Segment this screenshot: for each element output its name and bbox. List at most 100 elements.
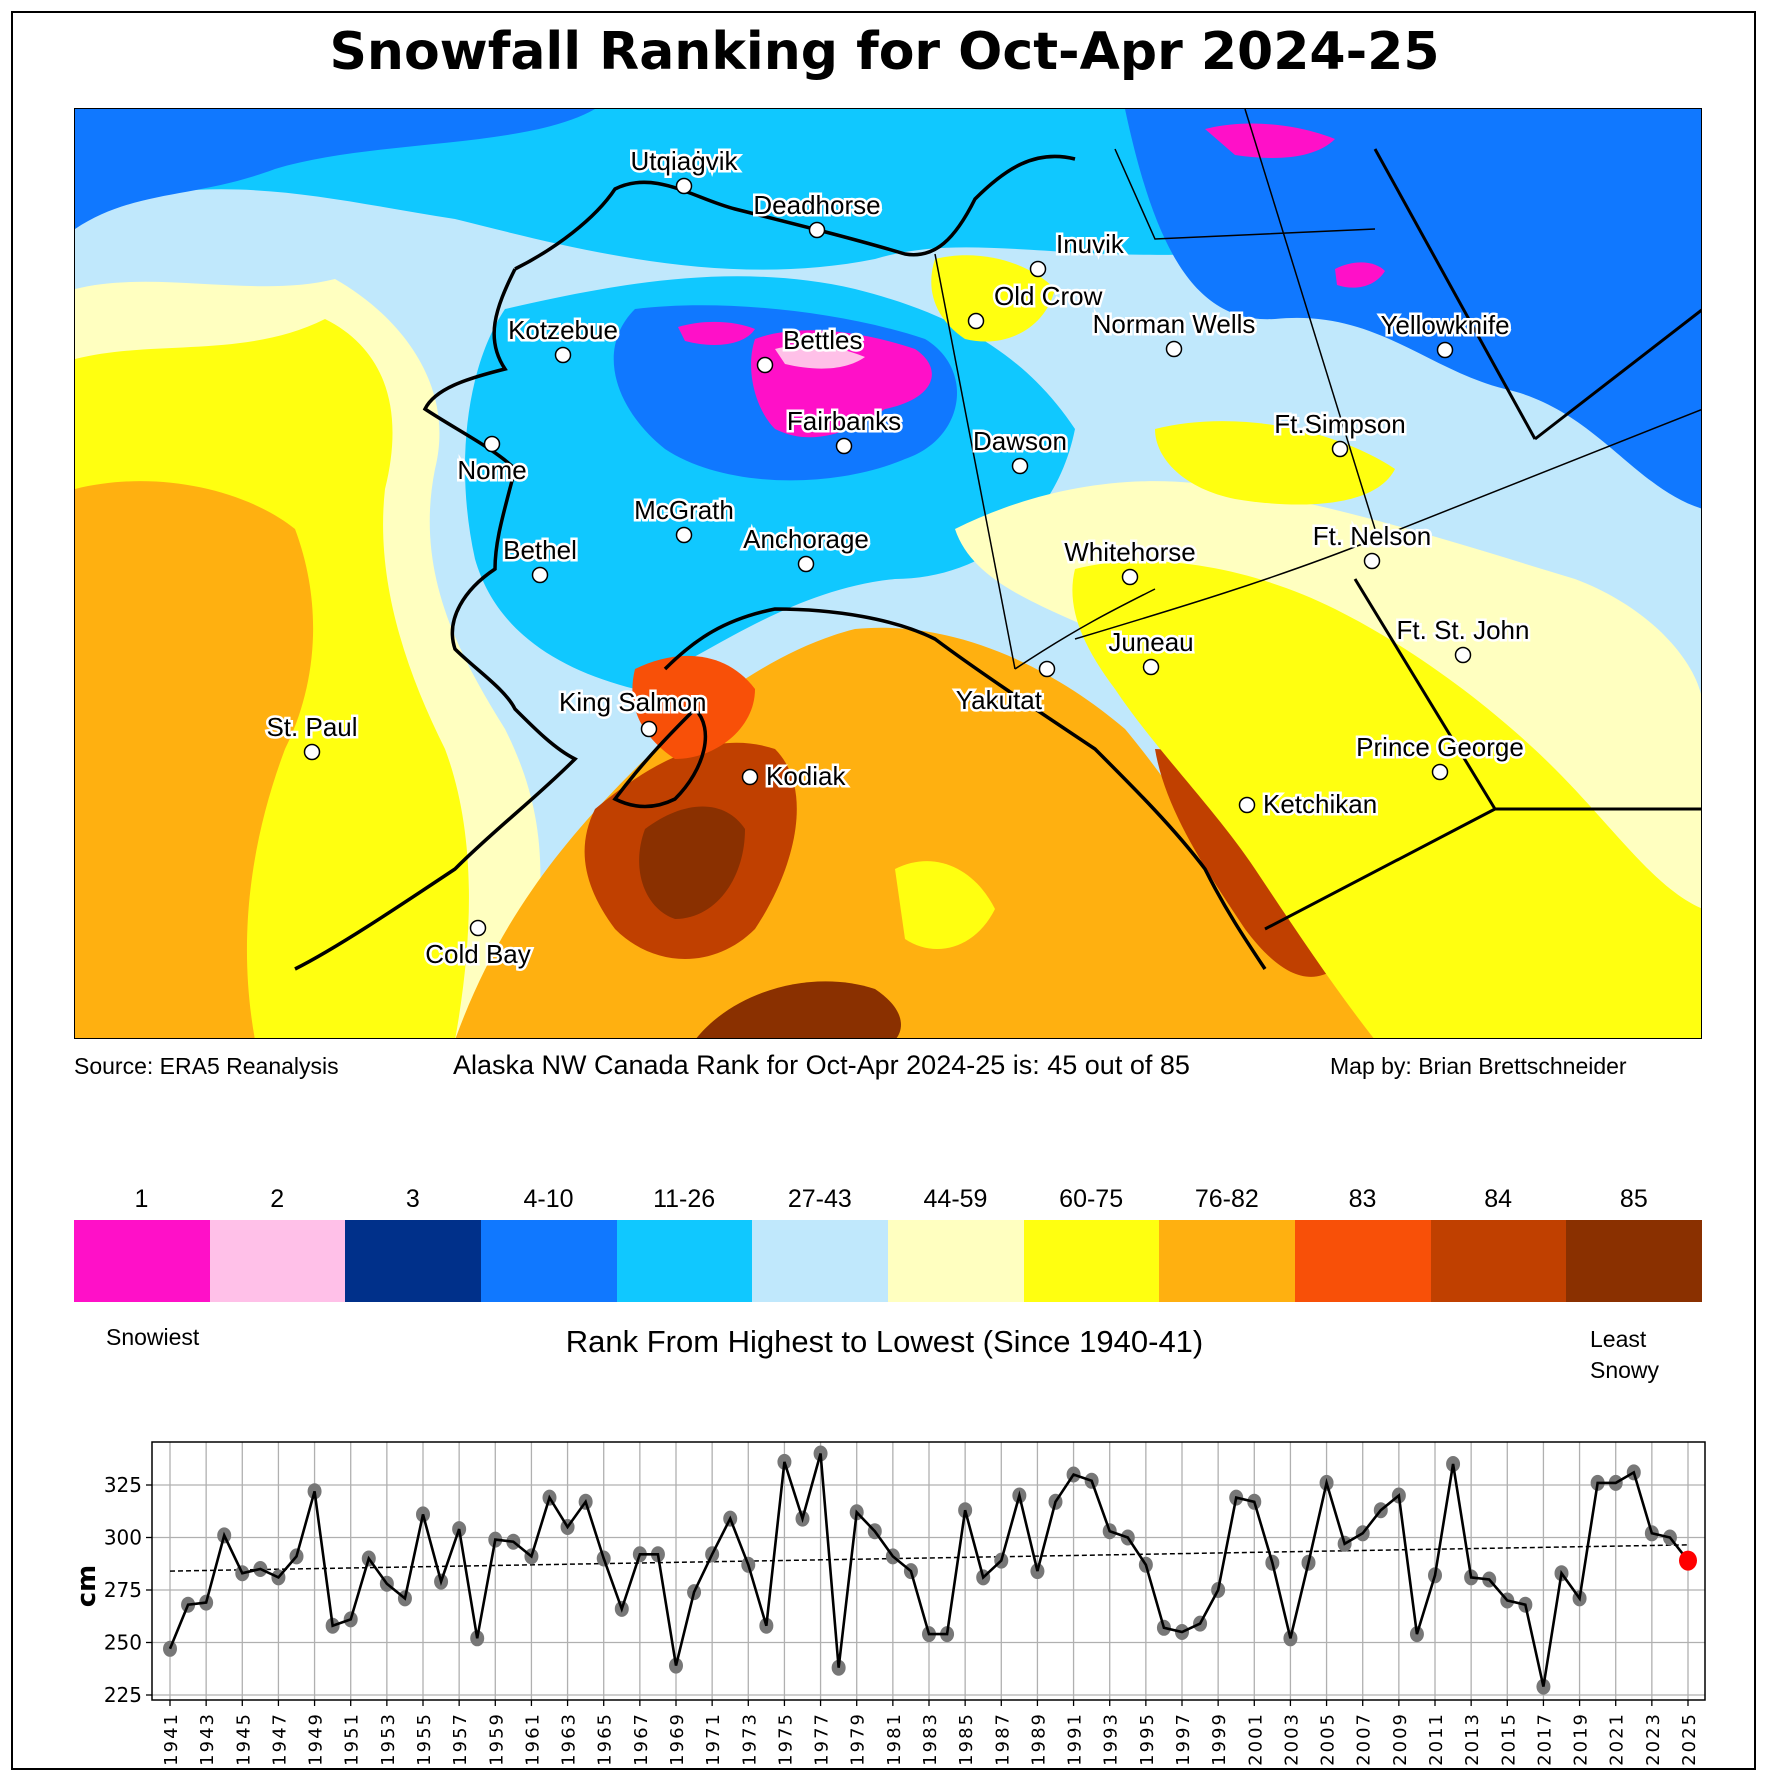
colorbar-swatch: [74, 1220, 210, 1302]
colorbar-tick-label: 84: [1484, 1185, 1513, 1213]
city-marker: Whitehorse: [1062, 535, 1198, 586]
x-tick-label: 2009: [1390, 1712, 1411, 1766]
colorbar-swatch: [1295, 1220, 1431, 1302]
city-dot-icon: [797, 555, 815, 573]
city-dot-icon: [741, 768, 759, 786]
y-tick-label: 325: [104, 1473, 142, 1497]
colorbar-swatch: [616, 1220, 753, 1302]
x-tick-label: 2011: [1426, 1712, 1447, 1766]
city-marker: McGrath: [632, 493, 736, 544]
rank-map: Utqiaġvik Deadhorse Inuvik Kotzebue Bettles O…: [74, 108, 1702, 1039]
x-tick-label: 2023: [1643, 1712, 1664, 1766]
city-label: Prince George: [1356, 732, 1524, 762]
x-tick-label: 1961: [522, 1712, 543, 1766]
province-borders: [1264, 148, 1701, 931]
city-marker: Prince George: [1354, 730, 1526, 781]
x-tick-label: 1981: [884, 1712, 905, 1766]
city-dot-icon: [675, 526, 693, 544]
x-tick-label: 2007: [1354, 1712, 1375, 1766]
x-tick-label: 1977: [812, 1712, 833, 1766]
trend-line: [169, 1544, 1689, 1572]
city-marker: Juneau: [1106, 625, 1196, 676]
colorbar-tick-label: 1: [134, 1185, 149, 1213]
x-tick-label: 1979: [848, 1712, 869, 1766]
x-tick-label: 2005: [1318, 1712, 1339, 1766]
colorbar-tick-label: 4-10: [523, 1185, 574, 1213]
x-tick-label: 1971: [703, 1712, 724, 1766]
colorbar-tick-label: 60-75: [1059, 1185, 1124, 1213]
x-tick-label: 1973: [739, 1712, 760, 1766]
city-dot-icon: [835, 437, 853, 455]
colorbar-right-label: Least Snowy: [1590, 1324, 1659, 1386]
colorbar: [74, 1220, 1703, 1302]
city-dot-icon: [1431, 763, 1449, 781]
source-text: Source: ERA5 Reanalysis: [74, 1053, 339, 1079]
chart-grid: [152, 1442, 1705, 1700]
x-tick-label: 1951: [342, 1712, 363, 1766]
city-label: Utqiaġvik: [631, 146, 739, 176]
city-dot-icon: [1121, 568, 1139, 586]
x-tick-label: 2015: [1498, 1712, 1519, 1766]
region-60-75-canada: [1072, 561, 1701, 1038]
city-marker: Ft. St. John: [1394, 613, 1532, 664]
y-axis-label: cm: [72, 1565, 102, 1608]
x-tick-label: 2025: [1679, 1712, 1700, 1766]
x-tick-label: 1989: [1028, 1712, 1049, 1766]
city-dot-icon: [1363, 552, 1381, 570]
city-label: Whitehorse: [1064, 537, 1196, 567]
x-tick-label: 1995: [1137, 1712, 1158, 1766]
x-tick-label: 1963: [559, 1712, 580, 1766]
x-tick-label: 1959: [486, 1712, 507, 1766]
y-axis: 225 250 275 300 325: [104, 1473, 152, 1707]
city-marker: Cold Bay: [423, 919, 533, 972]
x-tick-label: 1955: [414, 1712, 435, 1766]
x-tick-label: 1969: [667, 1712, 688, 1766]
city-dot-icon: [303, 743, 321, 761]
y-tick-label: 250: [104, 1631, 142, 1655]
data-point: [163, 1640, 177, 1657]
x-tick-label: 1965: [595, 1712, 616, 1766]
x-tick-label: 1947: [269, 1712, 290, 1766]
city-marker: Bettles: [756, 323, 865, 374]
x-tick-label: 1999: [1209, 1712, 1230, 1766]
colorbar-swatch: [481, 1220, 617, 1302]
city-marker: Deadhorse: [751, 188, 883, 239]
colorbar-swatch: [888, 1220, 1024, 1302]
city-dot-icon: [531, 566, 549, 584]
city-label: McGrath: [634, 495, 734, 525]
x-tick-label: 1943: [197, 1712, 218, 1766]
x-tick-label: 1985: [956, 1712, 977, 1766]
city-marker: Ketchikan: [1238, 787, 1380, 822]
city-label: Anchorage: [743, 524, 869, 554]
y-tick-label: 275: [104, 1578, 142, 1602]
colorbar-swatch: [345, 1220, 482, 1302]
region-60-75-inuvik: [931, 255, 1055, 342]
region-85-gulf: [639, 806, 745, 919]
city-marker: Dawson: [971, 424, 1069, 475]
region-rank1-ne: [1335, 262, 1385, 288]
city-marker: Ft.Simpson: [1272, 407, 1408, 458]
x-tick-label: 1987: [992, 1712, 1013, 1766]
city-dot-icon: [1238, 796, 1256, 814]
map-credit: Map by: Brian Brettschneider: [1330, 1053, 1627, 1079]
city-label: Dawson: [973, 426, 1067, 456]
region-60-75-mackenzie: [1155, 421, 1395, 505]
colorbar-swatch: [1566, 1220, 1703, 1302]
city-marker: Old Crow: [967, 279, 1105, 330]
colorbar-title: Rank From Highest to Lowest (Since 1940-…: [565, 1324, 1204, 1359]
x-tick-label: 1949: [306, 1712, 327, 1766]
city-marker: King Salmon: [557, 685, 709, 738]
colorbar-tick-label: 83: [1348, 1185, 1377, 1213]
region-4-10-east: [1125, 109, 1701, 509]
city-dot-icon: [1029, 260, 1047, 278]
x-axis: 1941 1943 1945 1947 1949 1951 1953 1955 1957 1959…: [161, 1700, 1700, 1766]
x-tick-label: 1991: [1065, 1712, 1086, 1766]
city-label: Kodiak: [766, 761, 846, 791]
current-year-point: [1679, 1550, 1697, 1571]
city-marker: Yellowknife: [1378, 308, 1512, 359]
colorbar-left-label: Snowiest: [106, 1324, 200, 1350]
city-label: Juneau: [1108, 627, 1193, 657]
city-label: Old Crow: [994, 281, 1103, 311]
colorbar-swatch: [1023, 1220, 1160, 1302]
x-tick-label: 1941: [161, 1712, 182, 1766]
